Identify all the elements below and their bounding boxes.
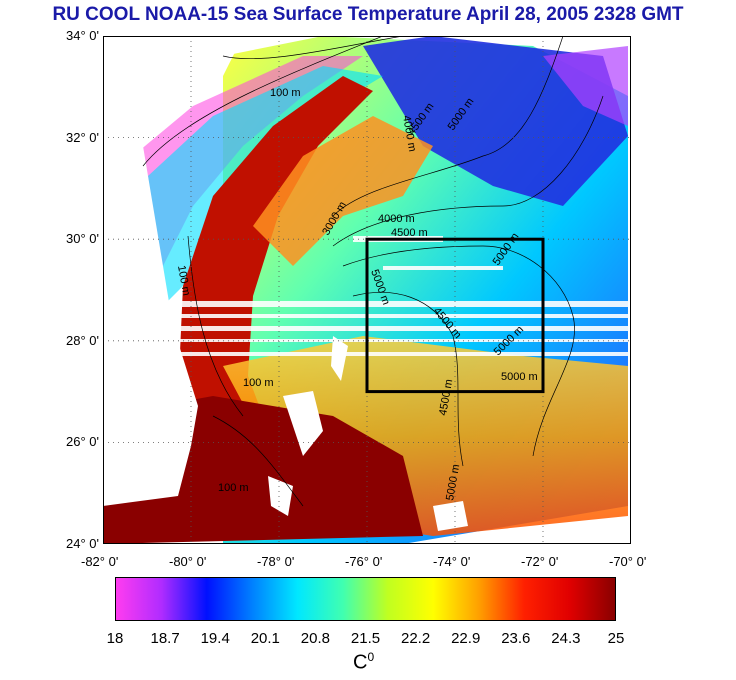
- latitude-tick-label: 34° 0': [66, 28, 99, 43]
- sst-warm-eddy: [253, 116, 433, 266]
- colorbar-tick-label: 20.8: [300, 630, 330, 647]
- contour-label: 5000 m: [501, 371, 538, 383]
- contour-label: 100 m: [175, 264, 192, 296]
- bahamas-land: [268, 336, 468, 531]
- colorbar-tick-label: 19.4: [200, 630, 230, 647]
- longitude-tick-label: -72° 0': [521, 554, 559, 569]
- colorbar-unit: C0: [353, 650, 374, 675]
- sst-shelf-cyan: [148, 66, 383, 306]
- us-coast-land: [103, 36, 243, 146]
- temperature-colorbar: [115, 577, 616, 621]
- sst-cold-violet: [543, 46, 628, 126]
- latitude-tick-label: 32° 0': [66, 129, 99, 145]
- unit-label: C: [353, 651, 368, 674]
- longitude-tick-label: -78° 0': [257, 554, 295, 569]
- colorbar-tick-label: 20.1: [250, 630, 280, 647]
- contour-label: 100 m: [243, 377, 274, 389]
- longitude-tick-label: -74° 0': [433, 554, 471, 569]
- contour-label: 100 m: [218, 482, 249, 494]
- contour-label: 100 m: [270, 87, 301, 99]
- map-title: RU COOL NOAA-15 Sea Surface Temperature …: [52, 4, 684, 25]
- latitude-tick-label: 30° 0': [66, 231, 99, 247]
- longitude-tick-label: -70° 0': [609, 554, 647, 569]
- colorbar-tick-label: 22.2: [400, 630, 431, 647]
- sst-map-canvas: 100 m 100 m 100 m 100 m 3000 m 4000 m 40…: [103, 36, 631, 544]
- sst-shelf-cool: [133, 56, 363, 286]
- colorbar-tick-label: 22.9: [451, 630, 481, 647]
- study-area-box: [365, 237, 545, 394]
- contour-label: 4000 m: [378, 213, 415, 225]
- colorbar-tick-label: 18.7: [150, 630, 180, 647]
- longitude-tick-label: -80° 0': [169, 554, 207, 569]
- colorbar-tick-label: 24.3: [551, 630, 581, 647]
- longitude-tick-label: -82° 0': [81, 554, 119, 569]
- map-border: [103, 36, 631, 544]
- longitude-tick-label: -76° 0': [345, 554, 383, 569]
- latitude-tick-label: 28° 0': [66, 332, 99, 348]
- contour-label: 4500 m: [391, 227, 428, 239]
- latitude-tick-label: 24° 0': [66, 536, 99, 551]
- florida-land: [103, 76, 198, 506]
- colorbar-tick-label: 21.5: [350, 630, 381, 647]
- sst-map: 100 m 100 m 100 m 100 m 3000 m 4000 m 40…: [103, 36, 631, 544]
- contour-labels: 100 m 100 m 100 m 100 m 3000 m 4000 m 40…: [175, 87, 538, 502]
- colorbar-tick-label: 18: [106, 630, 124, 647]
- unit-superscript: 0: [367, 650, 375, 664]
- colorbar-tick-label: 25: [607, 630, 625, 647]
- colorbar-tick-label: 23.6: [501, 630, 531, 647]
- latitude-tick-label: 26° 0': [66, 434, 99, 450]
